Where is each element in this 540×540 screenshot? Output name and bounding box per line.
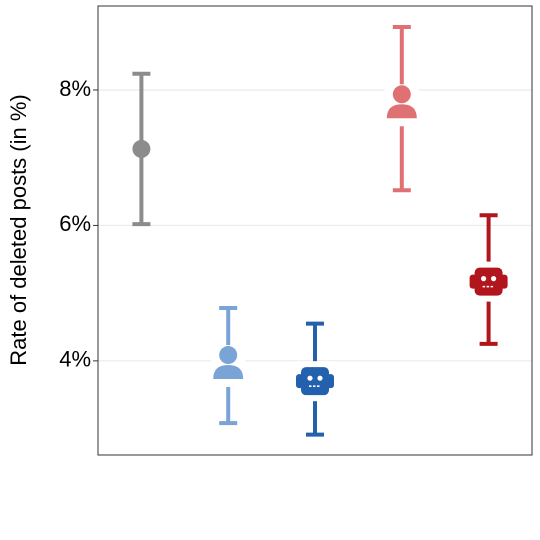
icon-eye	[317, 375, 323, 381]
icon-eye	[307, 375, 313, 381]
icon-head	[219, 346, 238, 365]
robot-icon	[295, 361, 335, 402]
y-tick-label: 4%	[59, 347, 91, 372]
panel-border	[97, 5, 533, 456]
y-tick-label: 8%	[59, 76, 91, 101]
icon-eye	[491, 276, 497, 282]
icon-head	[474, 267, 503, 296]
icon-body	[386, 104, 417, 119]
robot-icon	[468, 261, 509, 302]
icon-body	[213, 365, 244, 380]
y-axis-label: Rate of deleted posts (in %)	[6, 94, 31, 365]
icon-eye	[481, 276, 487, 282]
person-icon	[211, 345, 246, 388]
point	[132, 139, 151, 158]
person-icon	[384, 84, 419, 127]
y-tick-label: 6%	[59, 211, 91, 236]
icon-head	[301, 367, 329, 396]
icon-head	[392, 85, 411, 104]
